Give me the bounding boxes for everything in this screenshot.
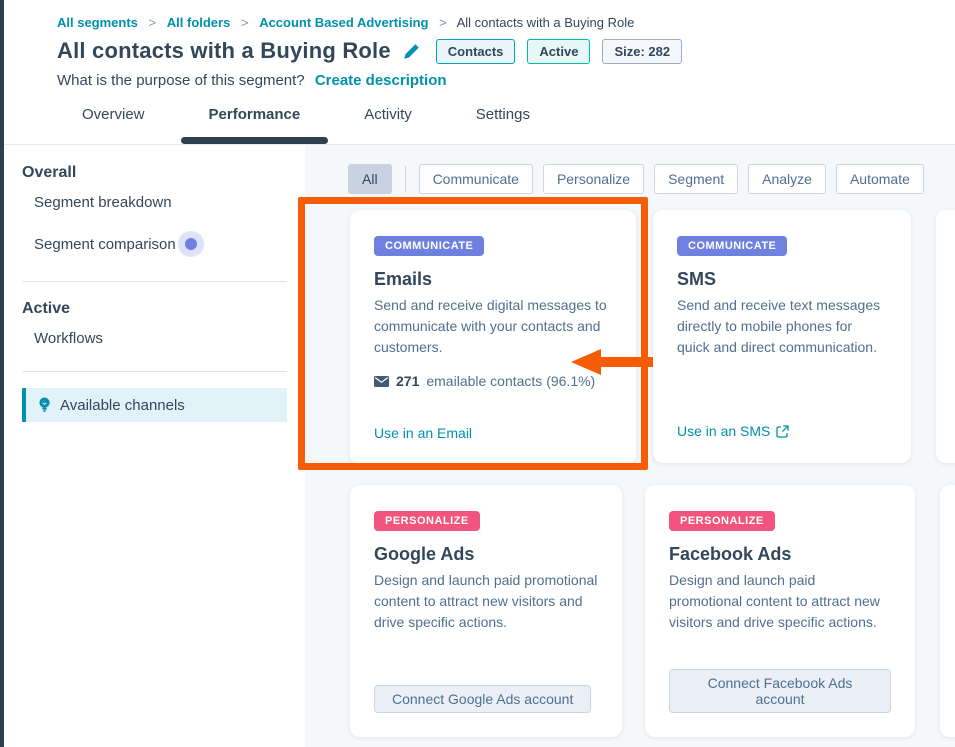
title-row: All contacts with a Buying Role Contacts…	[57, 38, 683, 64]
sidebar-item-segment-breakdown[interactable]: Segment breakdown	[34, 194, 172, 211]
card-description: Send and receive text messages directly …	[677, 297, 881, 355]
tab-bar: Overview Performance Activity Settings	[70, 106, 542, 144]
category-badge: COMMUNICATE	[374, 236, 485, 256]
tab-overview[interactable]: Overview	[82, 106, 145, 123]
tab-activity[interactable]: Activity	[364, 106, 412, 123]
filter-communicate-button[interactable]: Communicate	[418, 164, 533, 194]
channel-filter-bar: All Communicate Personalize Segment Anal…	[348, 164, 924, 194]
channel-card-partial	[940, 485, 955, 737]
filter-divider	[404, 166, 406, 192]
sidebar-divider	[22, 281, 287, 282]
external-link-icon	[776, 424, 790, 438]
dot-core	[184, 238, 197, 250]
filter-automate-button[interactable]: Automate	[835, 164, 924, 194]
channel-cards-row-2: PERSONALIZE Google Ads Design and launch…	[350, 485, 955, 737]
breadcrumb-link-all-folders[interactable]: All folders	[166, 15, 231, 30]
card-title: Facebook Ads	[669, 544, 792, 564]
emailable-contacts-stat: 271 emailable contacts (96.1%)	[374, 373, 595, 389]
channel-card-emails: COMMUNICATE Emails Send and receive digi…	[350, 210, 636, 465]
card-title: Emails	[374, 269, 433, 289]
sidebar-item-available-channels[interactable]: Available channels	[22, 388, 287, 422]
object-type-badge: Contacts	[435, 38, 516, 64]
filter-personalize-button[interactable]: Personalize	[542, 164, 645, 194]
window-left-edge	[0, 0, 4, 747]
envelope-icon	[374, 375, 389, 387]
use-in-email-link[interactable]: Use in an Email	[374, 425, 473, 441]
stat-value: 271	[396, 373, 420, 389]
category-badge: COMMUNICATE	[677, 236, 788, 256]
purple-dot-indicator	[177, 231, 204, 257]
channel-card-google-ads: PERSONALIZE Google Ads Design and launch…	[350, 485, 622, 737]
use-in-sms-link[interactable]: Use in an SMS	[677, 423, 790, 439]
filter-analyze-button[interactable]: Analyze	[748, 164, 826, 194]
channel-cards-row-1: COMMUNICATE Emails Send and receive digi…	[350, 210, 955, 465]
breadcrumb-separator: >	[240, 15, 249, 30]
breadcrumb-separator: >	[439, 15, 447, 30]
category-badge: PERSONALIZE	[669, 511, 775, 531]
card-description: Design and launch paid promotional conte…	[669, 572, 880, 630]
status-badge: Active	[527, 38, 591, 64]
main-content: All Communicate Personalize Segment Anal…	[305, 145, 955, 747]
sidebar-item-label: Segment comparison	[34, 235, 176, 253]
breadcrumb-link-all-segments[interactable]: All segments	[57, 15, 138, 30]
link-label: Use in an SMS	[677, 423, 771, 439]
filter-segment-button[interactable]: Segment	[654, 164, 739, 194]
sidebar-item-label: Available channels	[60, 396, 185, 414]
sidebar-heading-overall: Overall	[22, 164, 77, 181]
size-badge: Size: 282	[602, 38, 683, 64]
create-description-link[interactable]: Create description	[314, 72, 447, 89]
filter-all-button[interactable]: All	[348, 164, 392, 194]
channel-card-partial	[936, 210, 955, 463]
card-title: SMS	[677, 269, 717, 289]
sidebar-heading-active: Active	[22, 300, 71, 317]
tab-settings[interactable]: Settings	[475, 106, 530, 123]
pencil-icon[interactable]	[403, 43, 420, 60]
lightbulb-icon	[38, 397, 51, 413]
connect-google-ads-button[interactable]: Connect Google Ads account	[374, 685, 592, 713]
tab-performance[interactable]: Performance	[180, 106, 328, 144]
card-description: Send and receive digital messages to com…	[374, 297, 607, 355]
purpose-question: What is the purpose of this segment?	[57, 72, 305, 89]
page-title: All contacts with a Buying Role	[57, 38, 391, 63]
header: All segments > All folders > Account Bas…	[4, 0, 955, 145]
category-badge: PERSONALIZE	[374, 511, 480, 531]
breadcrumb-separator: >	[148, 15, 157, 30]
connect-facebook-ads-button[interactable]: Connect Facebook Ads account	[669, 669, 891, 713]
purpose-row: What is the purpose of this segment? Cre…	[57, 72, 447, 89]
sidebar-item-segment-comparison[interactable]: Segment comparison	[22, 223, 287, 265]
breadcrumb-link-folder[interactable]: Account Based Advertising	[259, 15, 429, 30]
channel-card-facebook-ads: PERSONALIZE Facebook Ads Design and laun…	[645, 485, 915, 737]
card-title: Google Ads	[374, 544, 475, 564]
sidebar-item-workflows[interactable]: Workflows	[34, 330, 103, 347]
breadcrumb: All segments > All folders > Account Bas…	[57, 15, 634, 30]
stat-text: emailable contacts (96.1%)	[426, 373, 596, 389]
breadcrumb-current: All contacts with a Buying Role	[456, 15, 635, 30]
channel-card-sms: COMMUNICATE SMS Send and receive text me…	[653, 210, 911, 463]
card-description: Design and launch paid promotional conte…	[374, 572, 598, 630]
sidebar: Overall Segment breakdown Segment compar…	[4, 146, 305, 747]
sidebar-divider	[22, 371, 287, 372]
